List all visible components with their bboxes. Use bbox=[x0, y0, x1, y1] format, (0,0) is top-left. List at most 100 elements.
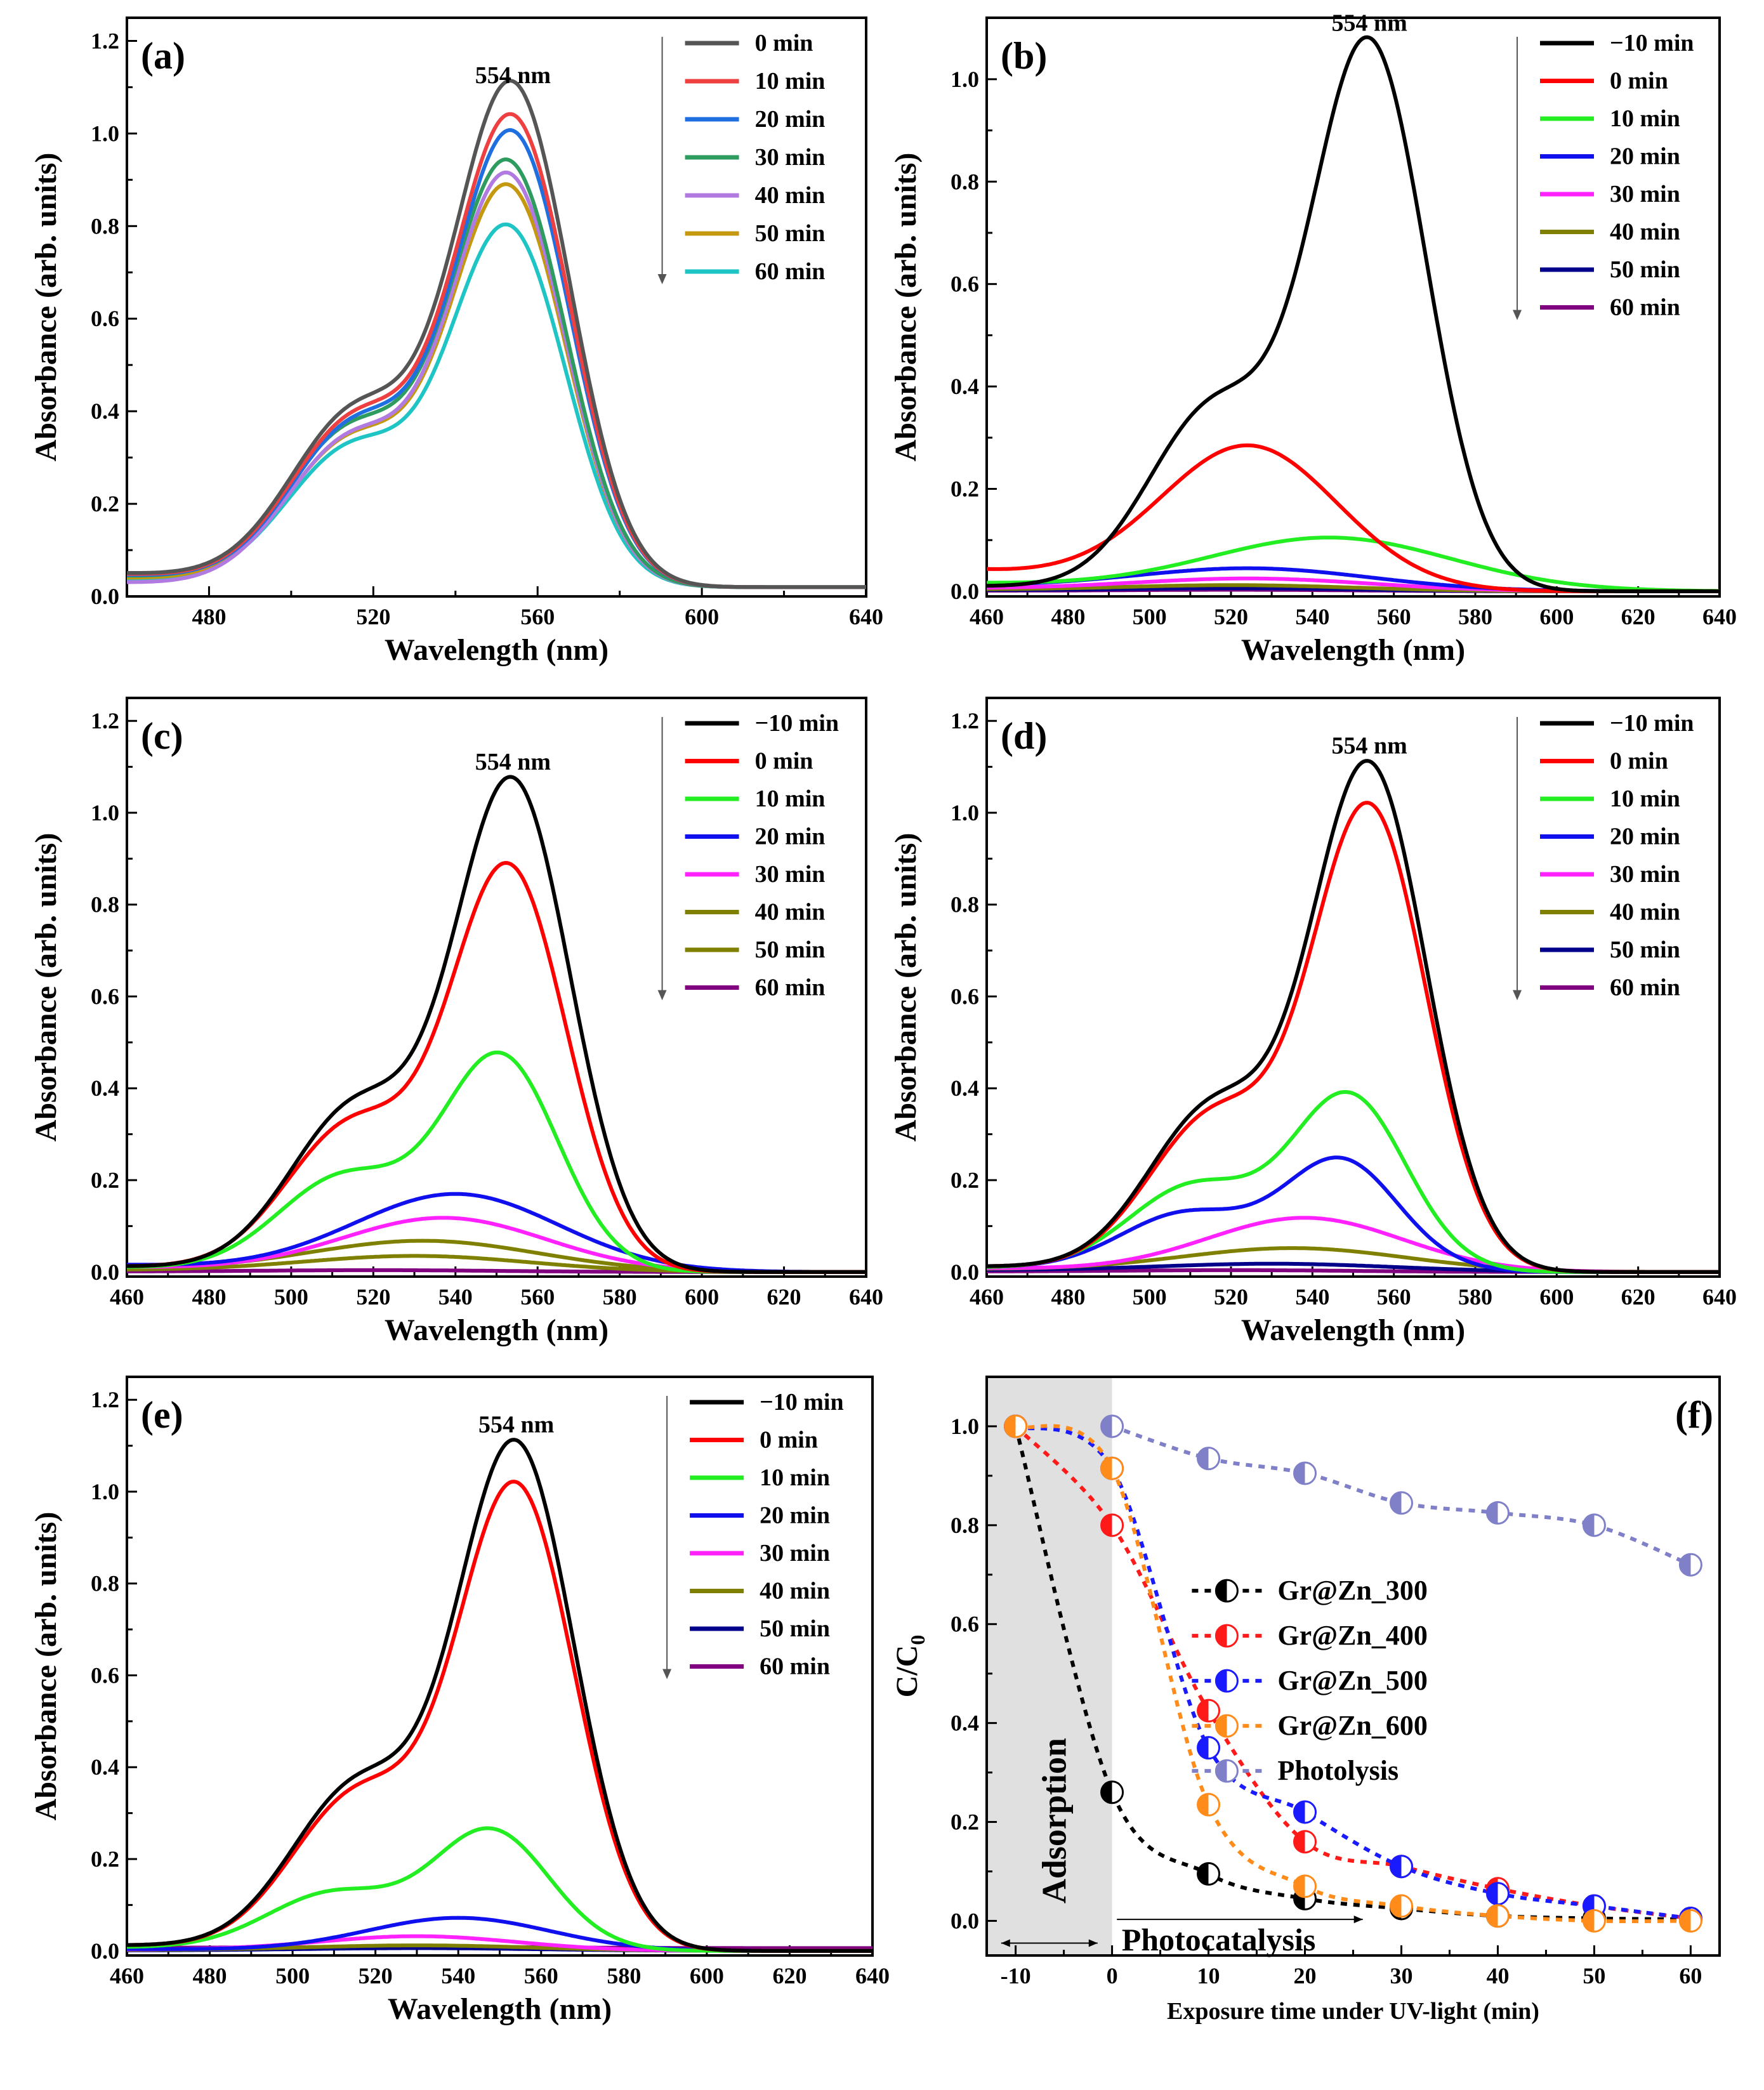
legend-arrow-head bbox=[1513, 990, 1522, 1001]
series-line-1 bbox=[1014, 1424, 1691, 1921]
y-tick-label: 0.8 bbox=[91, 892, 119, 917]
x-tick-label: 580 bbox=[1458, 1284, 1492, 1310]
legend-swatch-marker bbox=[1214, 1579, 1239, 1603]
legend-label: Gr@Zn_300 bbox=[1277, 1575, 1427, 1606]
peak-annotation: 554 nm bbox=[478, 1411, 554, 1438]
legend-label: 60 min bbox=[760, 1653, 830, 1680]
legend-label: −10 min bbox=[755, 710, 839, 737]
y-tick-label: 0.2 bbox=[91, 1846, 119, 1872]
data-point bbox=[1485, 1501, 1510, 1525]
x-tick-label: 580 bbox=[1458, 604, 1492, 629]
panel-label: (e) bbox=[141, 1394, 183, 1436]
legend-label: −10 min bbox=[760, 1389, 844, 1416]
y-tick-label: 0.6 bbox=[951, 983, 979, 1009]
x-tick-label: 50 bbox=[1583, 1963, 1605, 1988]
legend-arrow-head bbox=[1513, 310, 1522, 320]
y-tick-label: 0.6 bbox=[91, 1662, 119, 1688]
x-tick-label: 480 bbox=[193, 1963, 227, 1988]
legend-label: 60 min bbox=[755, 258, 826, 285]
x-tick-label: 580 bbox=[603, 1284, 637, 1310]
x-tick-label: 480 bbox=[1051, 604, 1085, 629]
panel-e: 460 480 500 520 540 560 580 600 620 640 0.0 0.2 0.4 0… bbox=[29, 1376, 890, 2026]
x-tick-label: 640 bbox=[855, 1963, 890, 1988]
legend-label: 40 min bbox=[760, 1578, 830, 1605]
data-point bbox=[1485, 1904, 1510, 1928]
y-tick-label: 1.0 bbox=[951, 1414, 979, 1439]
x-tick-label: 560 bbox=[520, 604, 555, 629]
y-tick-label: 0.0 bbox=[91, 1259, 119, 1285]
x-tick-label: 500 bbox=[1133, 604, 1167, 629]
legend-label: 20 min bbox=[1610, 143, 1680, 170]
legend-label: 10 min bbox=[755, 68, 826, 95]
x-tick-label: 560 bbox=[524, 1963, 558, 1988]
x-tick-label: 460 bbox=[110, 1284, 144, 1310]
y-tick-label: 0.6 bbox=[91, 306, 119, 331]
x-tick-label: 640 bbox=[1702, 1284, 1737, 1310]
legend-label: Gr@Zn_400 bbox=[1277, 1620, 1427, 1651]
data-point bbox=[1197, 1447, 1221, 1471]
x-tick-label: 620 bbox=[767, 1284, 801, 1310]
y-tick-label: 0.8 bbox=[91, 1571, 119, 1596]
legend-label: 0 min bbox=[755, 748, 813, 775]
legend-label: 60 min bbox=[1610, 294, 1680, 321]
x-tick-label: 580 bbox=[607, 1963, 641, 1988]
adsorption-region bbox=[987, 1377, 1112, 1955]
adsorption-label: Adsorption bbox=[1036, 1738, 1074, 1903]
x-tick-label: 500 bbox=[275, 1963, 310, 1988]
x-tick-label: 600 bbox=[690, 1963, 724, 1988]
legend-label: 10 min bbox=[755, 785, 826, 812]
panel-b: 460 480 500 520 540 560 580 600 620 640 0.0 0.2 0.4 0… bbox=[889, 10, 1737, 667]
spectrum-line-0 bbox=[127, 775, 866, 1274]
spectrum-line-2 bbox=[987, 536, 1720, 593]
x-tick-label: 520 bbox=[356, 604, 390, 629]
y-tick-label: 0.0 bbox=[951, 1259, 979, 1285]
x-tick-label: 0 bbox=[1107, 1963, 1118, 1988]
legend-label: 10 min bbox=[1610, 105, 1680, 132]
photocatalysis-label: Photocatalysis bbox=[1122, 1922, 1316, 1957]
panel-label: (c) bbox=[141, 715, 183, 757]
x-tick-label: 30 bbox=[1390, 1963, 1412, 1988]
y-tick-label: 0.0 bbox=[951, 579, 979, 604]
data-point bbox=[1293, 1800, 1317, 1824]
legend-label: 10 min bbox=[760, 1464, 830, 1491]
x-tick-label: 600 bbox=[1539, 604, 1574, 629]
legend-label: −10 min bbox=[1610, 30, 1694, 56]
x-tick-label: 460 bbox=[110, 1963, 144, 1988]
photocatalysis-arrow-head bbox=[1353, 1916, 1363, 1924]
x-tick-label: 460 bbox=[970, 604, 1004, 629]
legend-label: 30 min bbox=[1610, 181, 1680, 207]
axes-frame bbox=[126, 16, 867, 598]
panel-f: -10 0 10 20 30 40 50 60 0.0 0.2 0.4 0.6 0.8 1.0 Exposu… bbox=[890, 1376, 1721, 2025]
legend-label: 0 min bbox=[1610, 748, 1668, 775]
legend-label: 50 min bbox=[1610, 937, 1680, 963]
y-tick-label: 0.8 bbox=[951, 1513, 979, 1538]
y-tick-label: 0.8 bbox=[951, 892, 979, 917]
y-tick-label: 0.0 bbox=[91, 1938, 119, 1964]
data-point bbox=[1582, 1909, 1606, 1933]
x-tick-label: 600 bbox=[685, 1284, 719, 1310]
legend-label: 60 min bbox=[1610, 975, 1680, 1001]
x-tick-label: 640 bbox=[849, 1284, 883, 1310]
peak-annotation: 554 nm bbox=[475, 749, 551, 775]
x-tick-label: 560 bbox=[1377, 604, 1411, 629]
data-point bbox=[1004, 1414, 1028, 1438]
data-point bbox=[1485, 1882, 1510, 1906]
spectrum-line-2 bbox=[127, 1050, 866, 1274]
panel-label: (d) bbox=[1001, 715, 1047, 757]
spectrum-line-1 bbox=[987, 443, 1720, 593]
y-tick-label: 0.6 bbox=[91, 983, 119, 1009]
y-axis-label: Absorbance (arb. units) bbox=[29, 1512, 63, 1821]
x-tick-label: 640 bbox=[849, 604, 883, 629]
x-tick-label: 620 bbox=[1621, 604, 1655, 629]
x-axis-label: Wavelength (nm) bbox=[385, 1313, 609, 1347]
legend-label: 20 min bbox=[755, 106, 826, 133]
legend-arrow-head bbox=[657, 274, 667, 284]
y-tick-label: 0.4 bbox=[91, 1754, 119, 1780]
x-axis-label: Exposure time under UV-light (min) bbox=[1167, 1998, 1539, 2025]
x-tick-label: 20 bbox=[1294, 1963, 1317, 1988]
x-axis-label: Wavelength (nm) bbox=[1241, 633, 1465, 667]
data-point bbox=[1389, 1491, 1413, 1515]
data-point bbox=[1293, 1874, 1317, 1898]
legend-label: 20 min bbox=[755, 824, 826, 850]
legend-swatch-marker bbox=[1214, 1624, 1239, 1648]
